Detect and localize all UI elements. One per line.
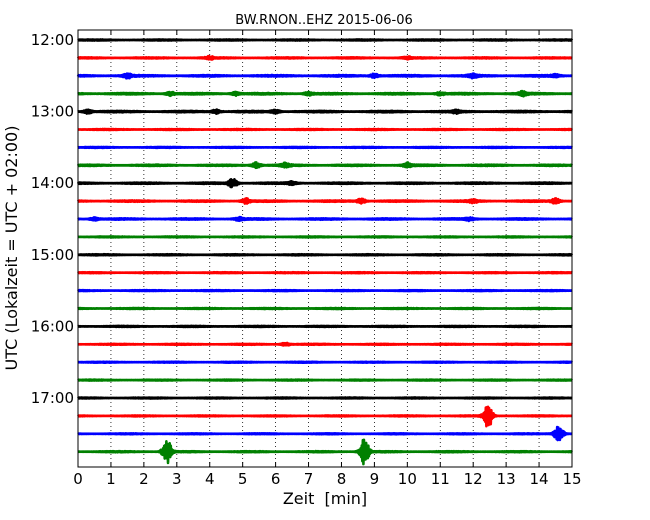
y-tick-label: 14:00 [31, 174, 74, 192]
x-tick-label: 6 [271, 470, 281, 488]
plot-frame [77, 29, 573, 468]
trace-1530 [76, 288, 573, 293]
x-tick-label: 1 [106, 470, 116, 488]
trace-1345 [76, 161, 574, 170]
trace-group [76, 38, 574, 466]
x-axis-label: Zeit [min] [283, 489, 367, 508]
trace-1300 [77, 108, 574, 116]
x-tick-label: 13 [497, 470, 516, 488]
trace-1415 [76, 197, 573, 205]
chart-title: BW.RNON..EHZ 2015-06-06 [235, 13, 413, 28]
trace-1430 [77, 215, 573, 223]
y-tick-label: 17:00 [31, 389, 74, 407]
trace-1745 [77, 438, 573, 466]
trace-1630 [77, 360, 574, 364]
trace-1600 [77, 324, 573, 329]
x-tick-label: 9 [370, 470, 380, 488]
trace-1615 [77, 341, 573, 347]
trace-1200 [77, 38, 574, 42]
x-tick-label: 10 [398, 470, 417, 488]
trace-1500 [77, 252, 574, 257]
trace-1545 [77, 306, 573, 311]
trace-1245 [77, 89, 573, 98]
x-tick-label: 7 [304, 470, 314, 488]
trace-1215 [76, 54, 573, 61]
y-tick-label: 16:00 [31, 317, 74, 335]
y-axis-label: UTC (Lokalzeit = UTC + 02:00) [2, 126, 21, 371]
trace-1715 [77, 405, 573, 428]
trace-1445 [77, 235, 574, 239]
y-tick-label: 12:00 [31, 31, 74, 49]
trace-1645 [77, 378, 574, 382]
trace-1515 [77, 270, 573, 275]
trace-1230 [76, 72, 573, 80]
x-tick-label: 11 [431, 470, 450, 488]
x-tick-label: 12 [464, 470, 483, 488]
y-tick-label: 15:00 [31, 246, 74, 264]
x-tick-label: 15 [562, 470, 581, 488]
grid-lines [110, 30, 540, 467]
x-tick-label: 14 [530, 470, 549, 488]
trace-1330 [77, 145, 573, 150]
trace-1400 [76, 177, 573, 189]
trace-1700 [77, 396, 573, 400]
x-axis-ticks: 0 1 2 3 4 5 6 7 8 9 10 11 12 13 14 15 [73, 30, 582, 488]
x-tick-label: 8 [337, 470, 347, 488]
y-axis-ticks: 12:00 13:00 14:00 15:00 16:00 17:00 [31, 31, 572, 407]
x-tick-label: 3 [172, 470, 182, 488]
trace-1315 [77, 127, 574, 132]
y-tick-label: 13:00 [31, 103, 74, 121]
x-tick-label: 2 [139, 470, 149, 488]
x-tick-label: 5 [238, 470, 248, 488]
x-tick-label: 4 [205, 470, 215, 488]
trace-1730 [77, 425, 573, 442]
x-tick-label: 0 [73, 470, 83, 488]
